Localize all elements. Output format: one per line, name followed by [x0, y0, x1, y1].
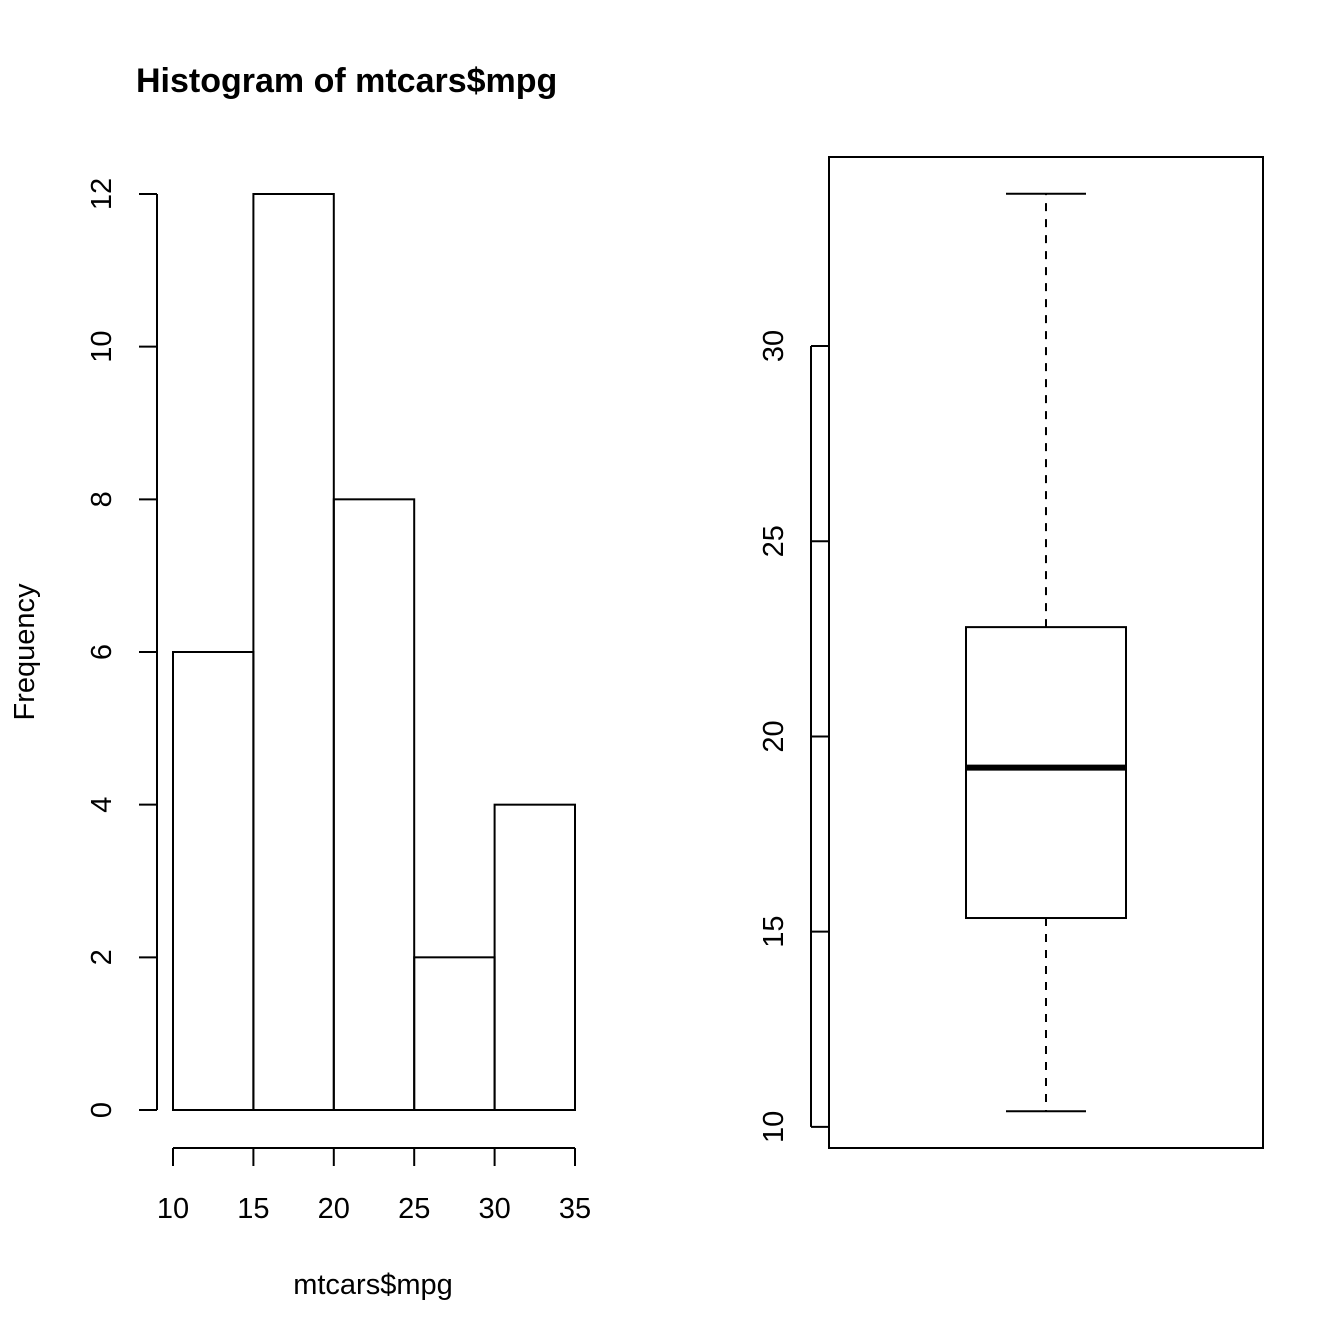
histogram-y-tick-label-5: 10 — [86, 331, 118, 363]
boxplot-frame — [828, 156, 1264, 1149]
boxplot-y-tick-label-1: 15 — [758, 916, 790, 948]
histogram-y-axis-label: Frequency — [9, 583, 41, 721]
boxplot-y-tick-label-3: 25 — [758, 525, 790, 557]
histogram-y-tick-label-3: 6 — [86, 644, 118, 660]
histogram-x-tick-label-3: 25 — [398, 1193, 430, 1225]
histogram-bar-1 — [252, 193, 335, 1111]
histogram-x-tick-label-0: 10 — [157, 1193, 189, 1225]
histogram-y-tick-label-0: 0 — [86, 1102, 118, 1118]
histogram-title: Histogram of mtcars$mpg — [136, 62, 557, 100]
histogram-x-axis: 10 15 20 25 30 35 — [157, 1147, 591, 1225]
histogram-bar-0 — [172, 651, 255, 1111]
histogram-y-tick-label-6: 12 — [86, 178, 118, 210]
histogram-x-tick-label-1: 15 — [237, 1193, 269, 1225]
histogram-y-axis: 0 2 4 6 8 10 12 — [86, 178, 158, 1118]
boxplot-marks — [965, 192, 1127, 1113]
histogram-x-tick-label-4: 30 — [478, 1193, 510, 1225]
boxplot-panel: 10 15 20 25 30 — [758, 156, 1264, 1149]
boxplot-y-tick-label-4: 30 — [758, 330, 790, 362]
histogram-x-axis-label: mtcars$mpg — [293, 1269, 453, 1301]
histogram-x-tick-label-5: 35 — [559, 1193, 591, 1225]
histogram-y-tick-label-1: 2 — [86, 949, 118, 965]
histogram-panel: Histogram of mtcars$mpg mtcars$mpg Frequ… — [9, 62, 591, 1301]
histogram-y-tick-label-2: 4 — [86, 797, 118, 813]
histogram-x-tick-label-2: 20 — [318, 1193, 350, 1225]
histogram-y-tick-label-4: 8 — [86, 491, 118, 507]
histogram-bars — [172, 193, 577, 1112]
histogram-bar-2 — [332, 498, 416, 1112]
histogram-bar-3 — [413, 956, 496, 1111]
boxplot-y-tick-label-0: 10 — [758, 1111, 790, 1143]
boxplot-box — [965, 626, 1127, 920]
boxplot-y-tick-label-2: 20 — [758, 720, 790, 752]
histogram-bar-4 — [493, 803, 577, 1112]
boxplot-y-axis: 10 15 20 25 30 — [758, 330, 829, 1143]
